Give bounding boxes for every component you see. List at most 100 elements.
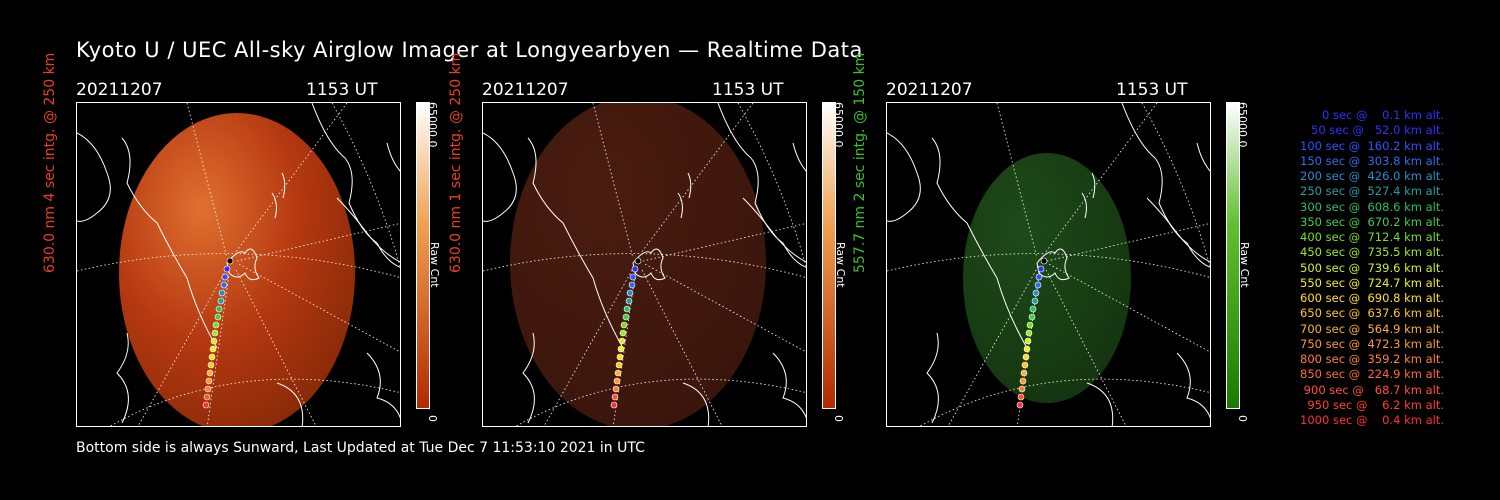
trajectory-point bbox=[616, 353, 624, 361]
legend-entry: 150 sec @ 303.8 km alt. bbox=[1296, 153, 1444, 168]
allsky-map bbox=[76, 102, 401, 427]
trajectory-point bbox=[214, 313, 222, 321]
trajectory-point bbox=[1023, 345, 1031, 353]
trajectory-point bbox=[628, 281, 636, 289]
legend-entry: 850 sec @ 224.9 km alt. bbox=[1296, 367, 1444, 382]
legend-entry: 100 sec @ 160.2 km alt. bbox=[1296, 138, 1444, 153]
legend-entry: 400 sec @ 712.4 km alt. bbox=[1296, 230, 1444, 244]
trajectory-point bbox=[206, 369, 214, 377]
panel-time: 1153 UT bbox=[1116, 80, 1188, 100]
trajectory-point bbox=[207, 361, 215, 369]
trajectory-point bbox=[613, 377, 621, 385]
legend-entry: 350 sec @ 670.2 km alt. bbox=[1296, 214, 1444, 229]
trajectory-point bbox=[1025, 329, 1033, 337]
legend-entry: 1000 sec @ 0.4 km alt. bbox=[1300, 413, 1444, 427]
colorbar-max-label: 65000.0 bbox=[832, 102, 845, 148]
trajectory-point bbox=[218, 289, 226, 297]
trajectory-point bbox=[1029, 305, 1037, 313]
trajectory-point bbox=[629, 273, 637, 281]
airglow-disk bbox=[510, 103, 766, 426]
trajectory-point bbox=[217, 297, 225, 305]
legend-entry: 300 sec @ 608.6 km alt. bbox=[1296, 199, 1444, 214]
coastline-outlines bbox=[483, 103, 806, 426]
trajectory-point bbox=[205, 377, 213, 385]
trajectory-point bbox=[1026, 321, 1034, 329]
trajectory-point bbox=[1034, 281, 1042, 289]
trajectory-point bbox=[622, 313, 630, 321]
trajectory-point bbox=[623, 305, 631, 313]
legend-entry: 550 sec @ 724.7 km alt. bbox=[1296, 275, 1444, 290]
trajectory-point bbox=[212, 321, 220, 329]
imager-panel-3: 20211207 1153 UT 557.7 nm 2 sec intg. @ 15… bbox=[852, 53, 1316, 435]
legend-entry: 950 sec @ 6.2 km alt. bbox=[1303, 397, 1444, 412]
legend-entry: 200 sec @ 426.0 km alt. bbox=[1296, 169, 1444, 183]
trajectory-point bbox=[1022, 353, 1030, 361]
trajectory-point bbox=[1037, 265, 1045, 273]
coastline-outlines bbox=[77, 103, 400, 426]
trajectory-point bbox=[211, 329, 219, 337]
trajectory-point bbox=[202, 401, 210, 409]
trajectory-point bbox=[625, 297, 633, 305]
trajectory-point bbox=[614, 369, 622, 377]
colorbar-max-label: 65000.0 bbox=[426, 102, 439, 148]
colorbar bbox=[1226, 102, 1240, 409]
trajectory-point bbox=[1016, 401, 1024, 409]
coastline-outlines bbox=[887, 103, 1210, 426]
legend-entry: 900 sec @ 68.7 km alt. bbox=[1300, 382, 1444, 397]
trajectory-point bbox=[611, 393, 619, 401]
legend-entry: 250 sec @ 527.4 km alt. bbox=[1296, 184, 1444, 199]
colorbar-max-label: 65000.0 bbox=[1236, 102, 1249, 148]
colorbar-unit-label: Raw Cnt bbox=[834, 242, 847, 288]
imager-panel-1: 20211207 1153 UT 630.0 nm 4 sec intg. @ 25… bbox=[42, 53, 506, 435]
legend-entry: 600 sec @ 690.8 km alt. bbox=[1296, 291, 1444, 305]
legend-entry: 750 sec @ 472.3 km alt. bbox=[1296, 336, 1444, 351]
trajectory-point bbox=[209, 345, 217, 353]
trajectory-point bbox=[619, 329, 627, 337]
legend-entry: 450 sec @ 735.5 km alt. bbox=[1296, 245, 1444, 260]
trajectory-point bbox=[617, 345, 625, 353]
colorbar bbox=[822, 102, 836, 409]
trajectory-point bbox=[203, 393, 211, 401]
page-title: Kyoto U / UEC All-sky Airglow Imager at … bbox=[76, 38, 863, 62]
legend-entry: 800 sec @ 359.2 km alt. bbox=[1296, 352, 1444, 366]
colorbar-min-label: 0 bbox=[1236, 415, 1249, 422]
legend-entry: 500 sec @ 739.6 km alt. bbox=[1296, 260, 1444, 275]
colorbar bbox=[416, 102, 430, 409]
imager-panel-2: 20211207 1153 UT 630.0 nm 1 sec intg. @ 25… bbox=[448, 53, 912, 435]
panel-date: 20211207 bbox=[76, 80, 163, 100]
trajectory-point bbox=[620, 321, 628, 329]
trajectory-point bbox=[1018, 385, 1026, 393]
trajectory-point bbox=[634, 257, 642, 265]
panel-date: 20211207 bbox=[886, 80, 973, 100]
trajectory-point bbox=[210, 337, 218, 345]
legend-entry: 50 sec @ 52.0 km alt. bbox=[1303, 123, 1444, 138]
trajectory-point bbox=[204, 385, 212, 393]
latitude-longitude-grid bbox=[483, 103, 806, 426]
trajectory-point bbox=[1024, 337, 1032, 345]
airglow-disk bbox=[119, 113, 355, 426]
trajectory-point bbox=[631, 265, 639, 273]
trajectory-point bbox=[223, 265, 231, 273]
colorbar-unit-label: Raw Cnt bbox=[1238, 242, 1251, 288]
trajectory-point bbox=[610, 401, 618, 409]
latitude-longitude-grid bbox=[77, 103, 400, 426]
trajectory-point bbox=[215, 305, 223, 313]
trajectory-point bbox=[615, 361, 623, 369]
trajectory-point bbox=[626, 289, 634, 297]
trajectory-point bbox=[220, 281, 228, 289]
trajectory-point bbox=[612, 385, 620, 393]
trajectory-point bbox=[208, 353, 216, 361]
trajectory-point bbox=[1021, 361, 1029, 369]
allsky-map bbox=[482, 102, 807, 427]
colorbar-unit-label: Raw Cnt bbox=[428, 242, 441, 288]
legend-entry: 0 sec @ 0.1 km alt. bbox=[1311, 108, 1444, 122]
legend-entry: 700 sec @ 564.9 km alt. bbox=[1296, 321, 1444, 336]
trajectory-point bbox=[221, 273, 229, 281]
trajectory-point bbox=[1017, 393, 1025, 401]
airglow-disk bbox=[963, 153, 1131, 403]
allsky-map bbox=[886, 102, 1211, 427]
trajectory-point bbox=[1028, 313, 1036, 321]
colorbar-min-label: 0 bbox=[426, 415, 439, 422]
colorbar-min-label: 0 bbox=[832, 415, 845, 422]
trajectory-point bbox=[1020, 369, 1028, 377]
